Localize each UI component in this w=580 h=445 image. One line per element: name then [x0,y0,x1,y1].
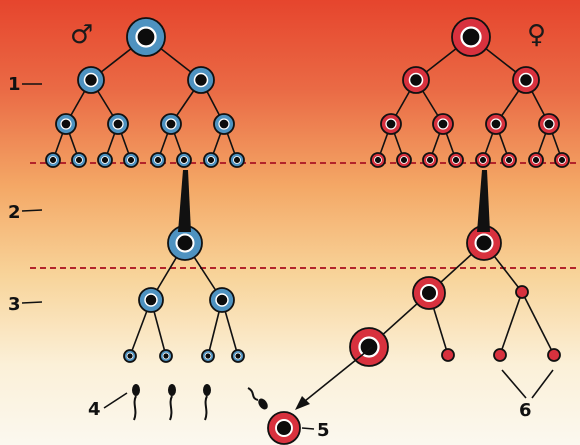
female-primary-cell [451,17,491,57]
label-3: 3 [8,294,21,315]
female-secondary-oocyte [412,276,446,310]
female-primary-oocyte [466,225,502,261]
male-spermatid-4 [231,349,245,363]
male-gonium-gen3-1 [45,152,61,168]
male-secondary-spermatocyte-2 [209,287,235,313]
female-gonium-gen3-6 [501,152,517,168]
male-gonium-2 [187,66,215,94]
sperm-1 [132,384,140,421]
label-2-pointer [21,209,43,212]
female-edge-polar-c [521,291,555,356]
male-gonium-gen2-3 [160,113,182,135]
female-polar-body-b [493,348,507,362]
male-spermatid-1 [123,349,137,363]
sperm-4 [247,387,268,410]
fertilization-arrowhead [295,396,310,410]
label-4: 4 [88,399,101,420]
female-polar-body-a [441,348,455,362]
label-3-pointer [21,301,43,304]
female-gonium-gen3-3 [422,152,438,168]
female-gonium-2 [512,66,540,94]
female-growth-connector [477,170,490,232]
male-symbol: ♂ [70,20,93,50]
male-gonium-gen3-2 [71,152,87,168]
fertilized-egg [267,411,301,445]
male-gonium-gen2-2 [107,113,129,135]
label-6: 6 [519,400,532,421]
female-gonium-gen3-1 [370,152,386,168]
male-gonium-gen3-5 [150,152,166,168]
label-2: 2 [8,202,21,223]
female-gonium-gen2-3 [485,113,507,135]
male-primary-cell [126,17,166,57]
sperm-2 [168,384,176,421]
male-primary-spermatocyte [167,225,203,261]
male-growth-connector [178,170,191,232]
cells [45,17,570,445]
male-gonium-1 [77,66,105,94]
label-4-pointer [103,392,128,409]
sperm-3 [203,384,211,421]
male-gonium-gen3-4 [123,152,139,168]
female-gonium-gen3-5 [475,152,491,168]
female-edge-polar-b [499,291,523,356]
female-polar-body-c [547,348,561,362]
female-polar-body-1 [515,285,529,299]
male-gonium-gen2-1 [55,113,77,135]
male-secondary-spermatocyte-1 [138,287,164,313]
female-gonium-1 [402,66,430,94]
spermatozoa [132,384,268,421]
male-gonium-gen3-3 [97,152,113,168]
male-gonium-gen3-6 [176,152,192,168]
fertilization-arrow [299,346,373,406]
male-spermatid-2 [159,349,173,363]
label-6-pointer-right [531,369,554,399]
female-gonium-gen3-2 [396,152,412,168]
female-gonium-gen2-1 [380,113,402,135]
male-gonium-gen3-8 [229,152,245,168]
label-5-pointer [301,427,315,430]
label-1: 1 [8,74,21,95]
male-gonium-gen3-7 [203,152,219,168]
female-gonium-gen3-4 [448,152,464,168]
label-5: 5 [317,420,330,441]
male-gonium-gen2-4 [213,113,235,135]
female-gonium-gen3-7 [528,152,544,168]
male-spermatid-3 [201,349,215,363]
female-symbol: ♀ [527,20,546,50]
female-gonium-gen2-2 [432,113,454,135]
female-gonium-gen2-4 [538,113,560,135]
female-gonium-gen3-8 [554,152,570,168]
label-6-pointer-left [501,369,527,399]
